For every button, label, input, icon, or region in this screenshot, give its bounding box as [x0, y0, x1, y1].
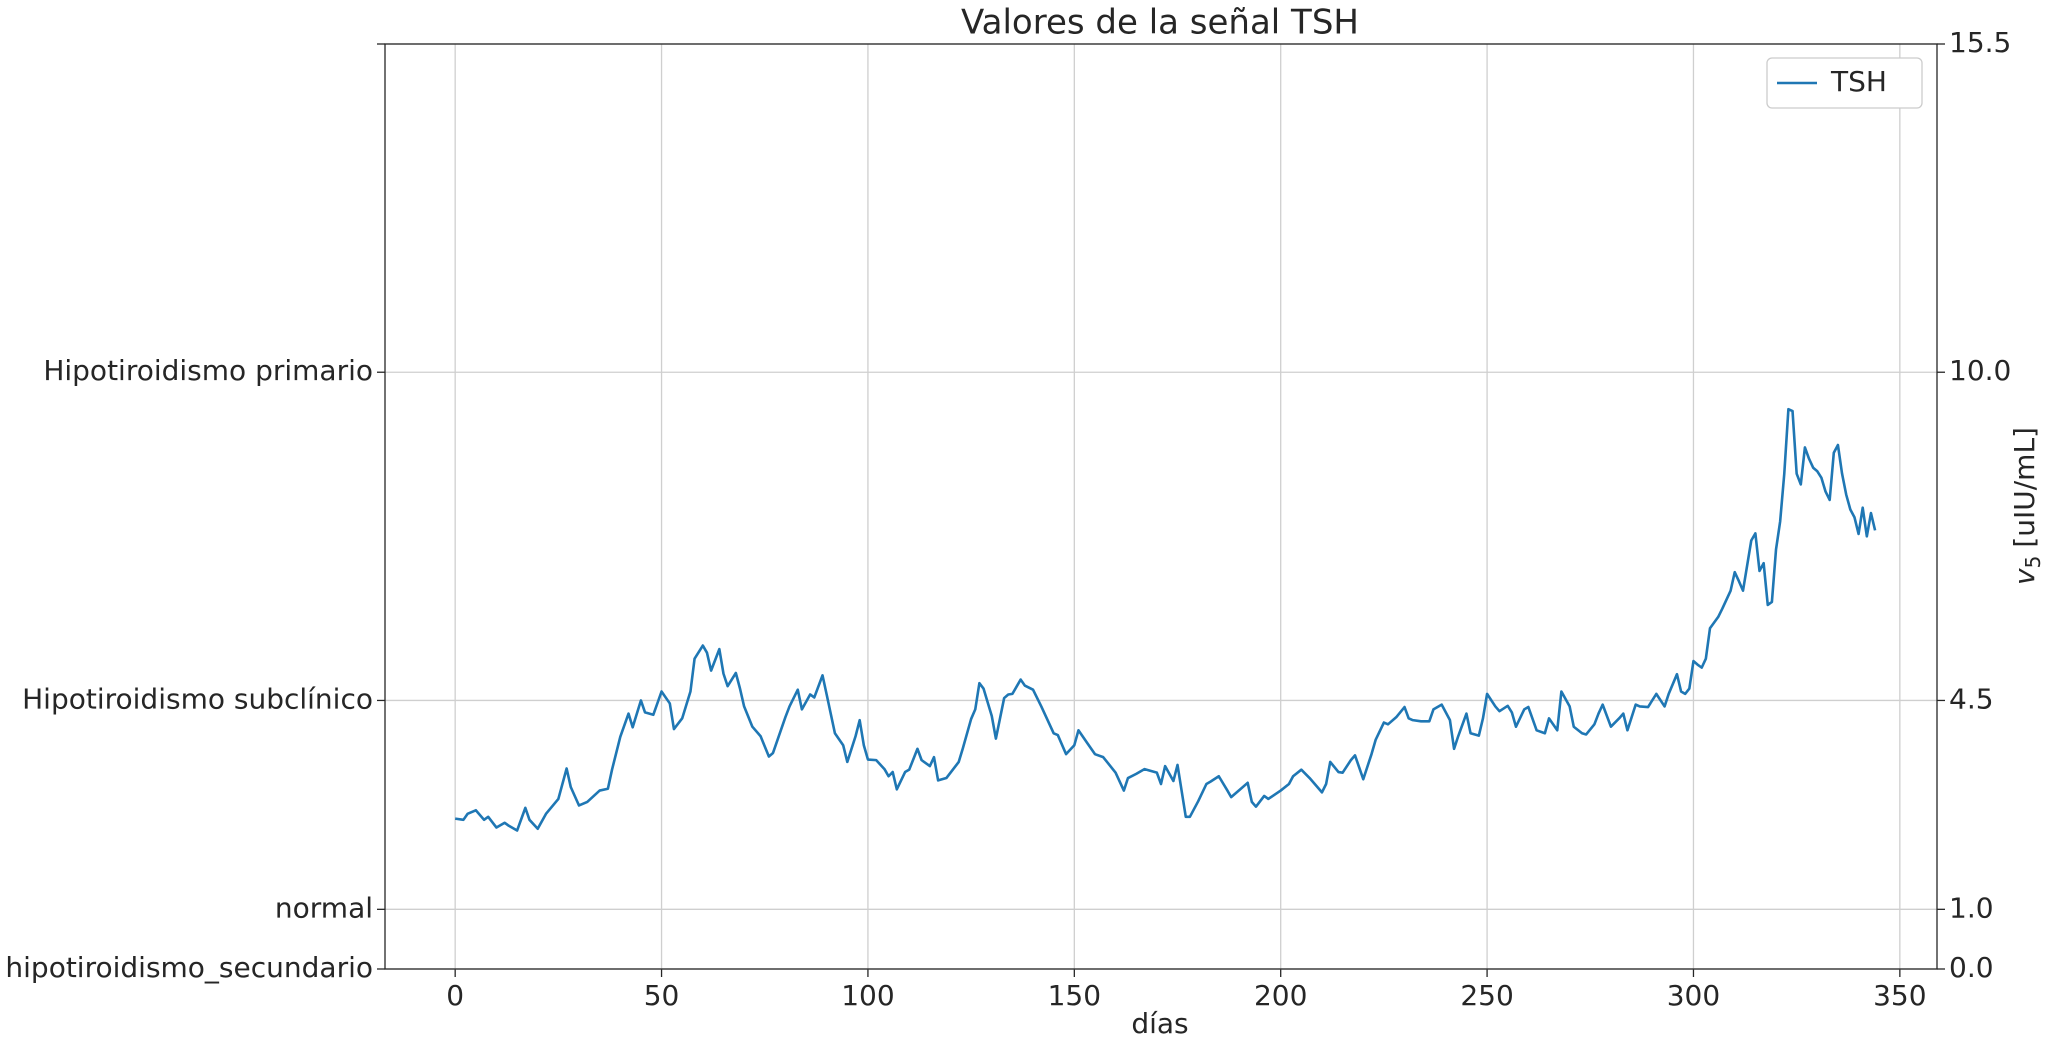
- y-category-label: Hipotiroidismo subclínico: [22, 682, 373, 715]
- legend: TSH: [1766, 57, 1923, 109]
- y-category-label: hipotiroidismo_secundario: [5, 951, 373, 984]
- legend-box: [1766, 57, 1923, 109]
- y2-label-subscript: 5: [2021, 556, 2045, 569]
- y-category-label: normal: [275, 891, 373, 924]
- y2-axis-label: v5 [uIU/mL]: [2008, 427, 2045, 585]
- y-category-label: Hipotiroidismo primario: [43, 354, 373, 387]
- x-tick-label: 250: [1460, 979, 1513, 1012]
- x-tick-label: 150: [1048, 979, 1101, 1012]
- plot-frame: [384, 43, 1938, 970]
- y2-tick-label: 10.0: [1949, 354, 2011, 387]
- x-tick-label: 300: [1667, 979, 1720, 1012]
- x-tick-label: 200: [1254, 979, 1307, 1012]
- x-axis-label: días: [1131, 1007, 1188, 1040]
- x-tick-label: 50: [644, 979, 680, 1012]
- y2-tick-label: 15.5: [1949, 26, 2011, 59]
- data-line: [454, 407, 1877, 832]
- x-tick-label: 100: [841, 979, 894, 1012]
- y2-label-unit: [uIU/mL]: [2008, 427, 2041, 548]
- x-tick-label: 350: [1873, 979, 1926, 1012]
- y2-label-symbol: v: [2008, 568, 2041, 585]
- y2-tick-label: 4.5: [1949, 682, 1994, 715]
- y2-tick-label: 0.0: [1949, 951, 1994, 984]
- chart-title: Valores de la señal TSH: [961, 3, 1359, 43]
- legend-label: TSH: [1830, 65, 1887, 98]
- y2-tick-label: 1.0: [1949, 891, 1994, 924]
- x-tick-label: 0: [446, 979, 464, 1012]
